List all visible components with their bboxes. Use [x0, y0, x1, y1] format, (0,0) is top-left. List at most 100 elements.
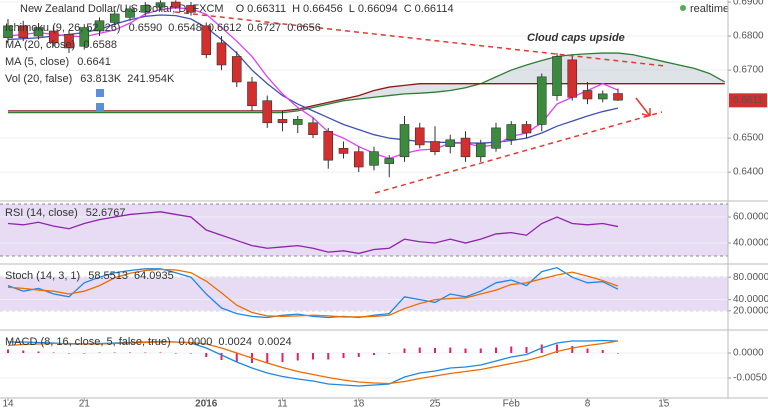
- legend-label: Ichimoku (9, 26, 52, 26): [5, 22, 121, 34]
- legend-label: MA (5, close): [5, 56, 69, 68]
- histogram-bar: [7, 349, 9, 353]
- legend-value: 58.5513: [88, 270, 128, 282]
- candle-body: [109, 13, 120, 23]
- candle-body: [48, 30, 59, 44]
- candle-body: [79, 27, 90, 47]
- trend-line: [174, 11, 666, 67]
- candle-body: [613, 93, 623, 101]
- legend-value: 0.6727: [248, 22, 282, 34]
- chart-title: New Zealand Dollar/U.S. Dollar, D, FXCM: [20, 3, 224, 15]
- histogram-bar: [403, 348, 406, 353]
- legend-label: RSI (14, close): [5, 207, 78, 219]
- band: [0, 204, 728, 257]
- candle-body: [582, 90, 593, 100]
- x-tick-label: 25: [429, 399, 441, 410]
- candle-body: [384, 158, 395, 164]
- histogram-bar: [510, 346, 513, 353]
- y-tick-label: 60.0000: [733, 212, 768, 223]
- legend-value: 0.6612: [208, 22, 242, 34]
- series-line: [7, 340, 619, 385]
- legend-value: 0.6588: [83, 39, 117, 51]
- legend-label: Stoch (14, 3, 1): [5, 270, 80, 282]
- candle-body: [262, 100, 273, 124]
- candle-body: [521, 124, 532, 134]
- quote-label: L: [349, 3, 355, 15]
- candle-body: [353, 151, 364, 168]
- candle-body: [475, 142, 486, 158]
- candle-body: [201, 25, 212, 56]
- candle-body: [567, 59, 578, 98]
- histogram-bar: [205, 353, 208, 357]
- histogram-bar: [174, 353, 177, 354]
- histogram-bar: [235, 353, 238, 362]
- histogram-bar: [159, 352, 162, 353]
- histogram-bar: [98, 352, 101, 353]
- candle-body: [597, 93, 608, 100]
- histogram-bar: [52, 352, 55, 353]
- histogram-bar: [327, 353, 330, 360]
- quote-label: C: [404, 3, 412, 15]
- candle-body: [18, 25, 29, 39]
- last-price-tag: [729, 93, 767, 108]
- candle-body: [140, 5, 151, 13]
- candle-body: [460, 137, 471, 158]
- series-line: [7, 14, 619, 144]
- legend-value: 0.6656: [287, 22, 321, 34]
- histogram-bar: [464, 348, 467, 353]
- histogram-bar: [342, 353, 345, 358]
- legend-value: 0.6590: [129, 22, 163, 34]
- y-tick-label: 0.0000: [733, 348, 764, 359]
- quote-label: H: [292, 3, 300, 15]
- last-price-label: 0.6611: [733, 95, 763, 106]
- candle-body: [216, 42, 227, 66]
- x-tick-label: 18: [353, 399, 365, 410]
- candle-body: [506, 124, 517, 141]
- candle-body: [445, 139, 456, 147]
- histogram-bar: [312, 353, 314, 360]
- y-tick-label: 20.0000: [733, 305, 768, 316]
- histogram-bar: [281, 353, 284, 362]
- histogram-bar: [525, 347, 528, 353]
- candle-body: [33, 27, 44, 37]
- histogram-bar: [220, 353, 223, 360]
- arrow: [635, 97, 651, 117]
- y-tick-label: 40.0000: [733, 238, 768, 249]
- data-layer: [3, 0, 726, 387]
- candle-body: [308, 122, 318, 135]
- histogram-bar: [68, 353, 70, 354]
- candle-body: [277, 119, 288, 124]
- candle-body: [491, 127, 501, 149]
- histogram-bar: [617, 353, 619, 354]
- x-tick-label: 14: [2, 399, 14, 410]
- histogram-bar: [37, 351, 40, 353]
- histogram-bar: [434, 348, 436, 353]
- candle-body: [552, 56, 562, 96]
- histogram-bar: [144, 352, 147, 353]
- histogram-bar: [357, 353, 360, 357]
- histogram-bar: [449, 347, 452, 353]
- legend-value: 0.0024: [218, 336, 252, 348]
- cloud-fill: [8, 53, 725, 113]
- histogram-bar: [479, 348, 482, 353]
- x-tick-label: 15: [658, 399, 670, 410]
- candle-body: [338, 147, 349, 154]
- legend-value: 0.0024: [258, 336, 292, 348]
- histogram-bar: [22, 350, 25, 353]
- y-tick-label: 80.0000: [733, 272, 768, 283]
- icon: [96, 89, 104, 97]
- candle-body: [292, 119, 303, 125]
- candle-body: [125, 8, 135, 18]
- icon: [96, 103, 104, 111]
- x-tick-label: Feb: [503, 399, 521, 410]
- histogram-bar: [586, 348, 589, 353]
- histogram-bar: [571, 346, 574, 353]
- histogram-bar: [495, 347, 497, 353]
- candle-body: [247, 81, 257, 107]
- legend-value: 241.954K: [127, 73, 175, 85]
- histogram-bar: [296, 353, 299, 361]
- legend-value: 0.6641: [77, 56, 111, 68]
- quote-value: 0.66114: [415, 3, 454, 15]
- legend-value: 52.6767: [86, 207, 126, 219]
